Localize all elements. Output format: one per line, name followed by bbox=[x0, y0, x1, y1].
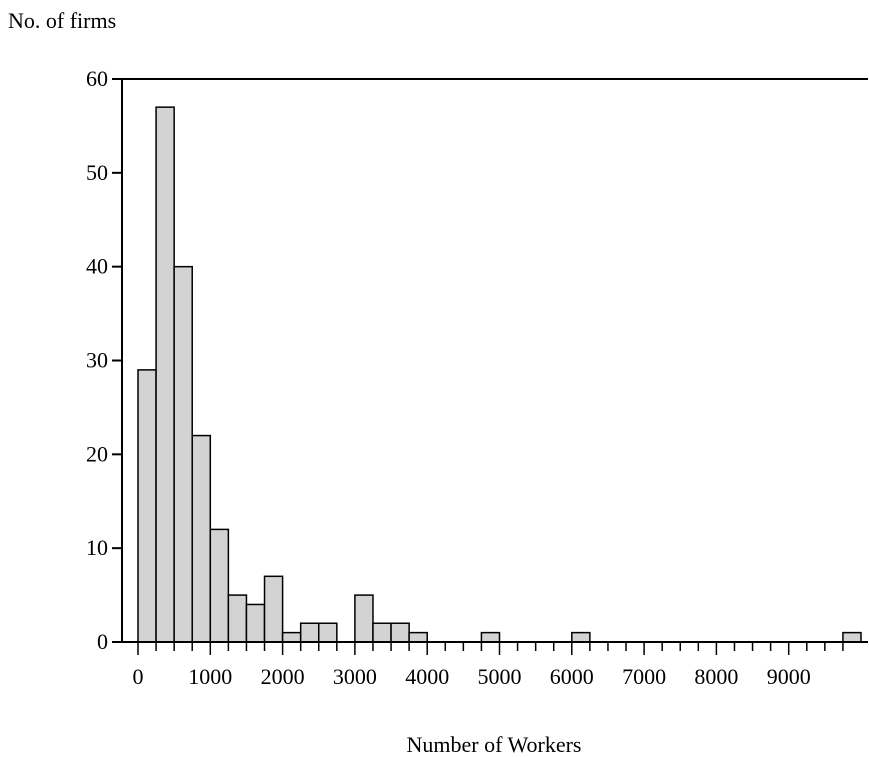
histogram-bar bbox=[155, 106, 175, 643]
histogram-bar bbox=[372, 622, 392, 643]
histogram-bar bbox=[480, 631, 501, 643]
histogram-bar bbox=[299, 622, 320, 643]
histogram-bar bbox=[571, 631, 591, 643]
x-tick-label: 7000 bbox=[622, 664, 666, 689]
x-tick-label: 8000 bbox=[694, 664, 738, 689]
x-tick-label: 2000 bbox=[261, 664, 305, 689]
histogram-bar bbox=[842, 631, 862, 643]
x-tick-label: 0 bbox=[133, 664, 144, 689]
histogram-bar bbox=[263, 575, 284, 643]
axes-group bbox=[121, 78, 868, 643]
y-tick-label: 30 bbox=[86, 348, 108, 373]
histogram-bar bbox=[137, 369, 157, 643]
bars-group bbox=[137, 106, 862, 643]
y-tick-label: 40 bbox=[86, 254, 108, 279]
x-tick-label: 4000 bbox=[405, 664, 449, 689]
y-tick-label: 20 bbox=[86, 441, 108, 466]
x-tick-label: 6000 bbox=[550, 664, 594, 689]
x-tick-label: 3000 bbox=[333, 664, 377, 689]
y-axis-title: No. of firms bbox=[8, 8, 116, 33]
histogram-bar bbox=[390, 622, 410, 643]
x-ticks-group: 0 1000 2000 3000 4000 5000 6000 7000 8000 9000 bbox=[133, 642, 844, 689]
x-axis-title: Number of Workers bbox=[406, 732, 581, 757]
histogram-bar bbox=[281, 631, 302, 643]
histogram-bar bbox=[227, 594, 248, 643]
y-ticks-group: 0 10 20 30 40 50 60 bbox=[86, 66, 122, 654]
y-tick-label: 0 bbox=[97, 629, 108, 654]
x-tick-label: 5000 bbox=[478, 664, 522, 689]
y-tick-label: 10 bbox=[86, 535, 108, 560]
histogram-bar bbox=[354, 594, 374, 643]
histogram-bar bbox=[245, 603, 266, 643]
histogram-bar bbox=[408, 631, 428, 643]
histogram-bar bbox=[318, 622, 338, 643]
histogram-bar bbox=[191, 434, 212, 643]
y-tick-label: 60 bbox=[86, 66, 108, 91]
x-tick-label: 1000 bbox=[188, 664, 232, 689]
histogram-bar bbox=[209, 528, 230, 643]
histogram-bar bbox=[173, 265, 193, 643]
x-tick-label: 9000 bbox=[767, 664, 811, 689]
y-tick-label: 50 bbox=[86, 160, 108, 185]
